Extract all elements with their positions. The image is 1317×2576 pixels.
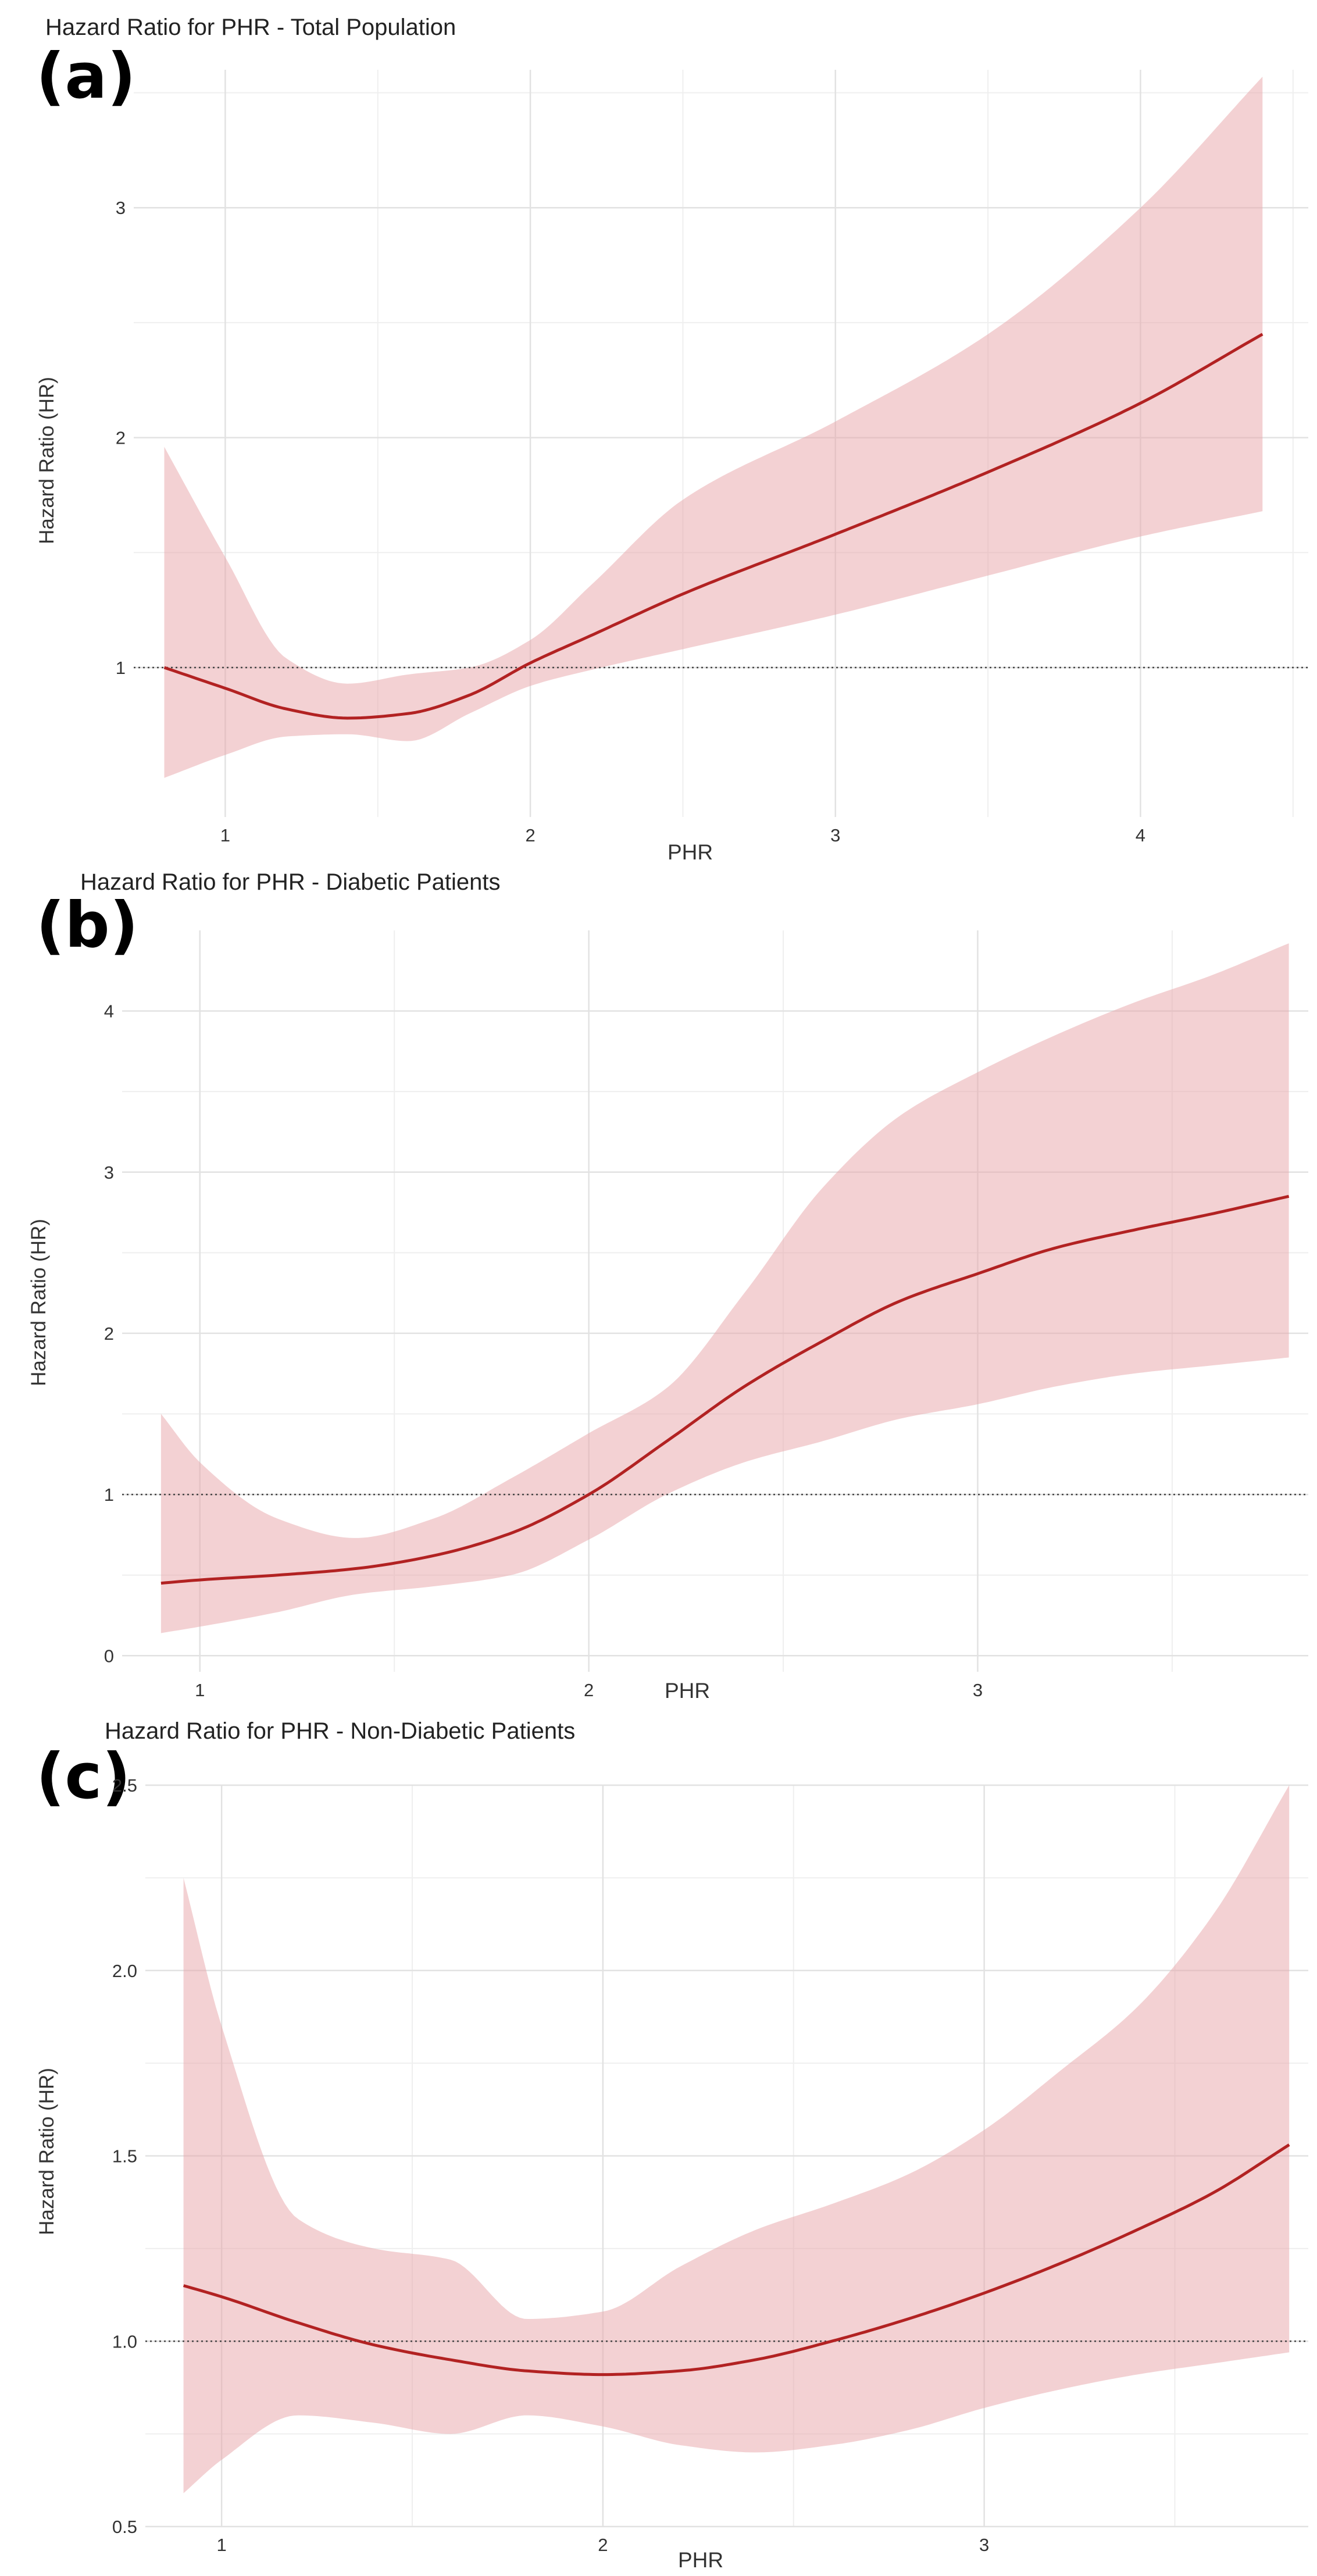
panel-b-label: (b) — [36, 889, 138, 962]
panel-b-hr-line — [160, 1194, 1290, 1585]
panel-b-y-tick-label: 0 — [104, 1646, 114, 1666]
panel-b-y-axis-label: Hazard Ratio (HR) — [27, 1219, 50, 1386]
panel-c-x-tick-label: 3 — [979, 2535, 989, 2555]
panel-c-confidence-band — [183, 1785, 1290, 2493]
panel-b: Hazard Ratio for PHR - Diabetic Patients… — [27, 869, 1308, 1703]
panel-a-y-axis-label: Hazard Ratio (HR) — [35, 377, 58, 544]
panel-a-x-tick-label: 1 — [220, 825, 230, 845]
panel-c-label: (c) — [36, 1740, 131, 1813]
panel-b-confidence-band — [160, 943, 1289, 1633]
panel-c-y-tick-label: 1.5 — [112, 2146, 137, 2167]
panel-b-x-axis-label: PHR — [665, 1679, 710, 1703]
panel-b-y-tick-label: 2 — [104, 1323, 114, 1344]
panel-c-title: Hazard Ratio for PHR - Non-Diabetic Pati… — [105, 1718, 575, 1744]
panel-a-y-tick-label: 2 — [116, 428, 126, 448]
panel-c-y-tick-label: 2.0 — [112, 1961, 137, 1981]
panel-a-ticks: 1 2 3 4 1 2 3 — [116, 198, 1145, 845]
panel-c-y-axis-label: Hazard Ratio (HR) — [35, 2068, 58, 2235]
panel-b-y-tick-label: 1 — [104, 1485, 114, 1505]
panel-b-plot — [122, 943, 1308, 1633]
panel-a-x-tick-label: 2 — [525, 825, 535, 845]
panel-b-x-tick-label: 3 — [973, 1680, 983, 1700]
panel-a-y-tick-label: 1 — [116, 658, 126, 678]
panel-c: Hazard Ratio for PHR - Non-Diabetic Pati… — [35, 1718, 1308, 2572]
panel-c-y-tick-label: 0.5 — [112, 2517, 137, 2537]
panel-a-x-tick-label: 3 — [830, 825, 840, 845]
panel-b-ticks: 1 2 3 0 1 2 3 4 — [104, 1001, 983, 1700]
panel-b-title: Hazard Ratio for PHR - Diabetic Patients — [80, 869, 501, 895]
panel-c-plot — [145, 1785, 1308, 2493]
panel-c-hr-line — [183, 2143, 1290, 2377]
panel-b-y-tick-label: 3 — [104, 1162, 114, 1183]
panel-a-title: Hazard Ratio for PHR - Total Population — [45, 15, 456, 40]
panel-a-label: (a) — [36, 40, 136, 113]
panel-c-y-tick-label: 1.0 — [112, 2331, 137, 2352]
panel-c-x-tick-label: 2 — [598, 2535, 608, 2555]
panel-b-x-tick-label: 2 — [584, 1680, 594, 1700]
panel-c-y-tick-label: 2.5 — [112, 1775, 137, 1796]
panel-a: Hazard Ratio for PHR - Total Population … — [35, 15, 1308, 864]
panel-a-x-tick-label: 4 — [1136, 825, 1145, 845]
panel-a-confidence-band — [164, 76, 1263, 778]
panel-c-x-tick-label: 1 — [217, 2535, 227, 2555]
panel-b-x-tick-label: 1 — [195, 1680, 205, 1700]
panel-a-plot — [134, 76, 1308, 778]
panel-a-y-tick-label: 3 — [116, 198, 126, 218]
panel-b-y-tick-label: 4 — [104, 1001, 114, 1022]
panel-c-ticks: 1 2 3 0.5 1.0 1.5 2.0 2.5 — [112, 1775, 989, 2555]
panel-c-x-axis-label: PHR — [678, 2548, 723, 2572]
panel-a-hr-line — [163, 333, 1264, 720]
panel-a-x-axis-label: PHR — [668, 840, 713, 864]
